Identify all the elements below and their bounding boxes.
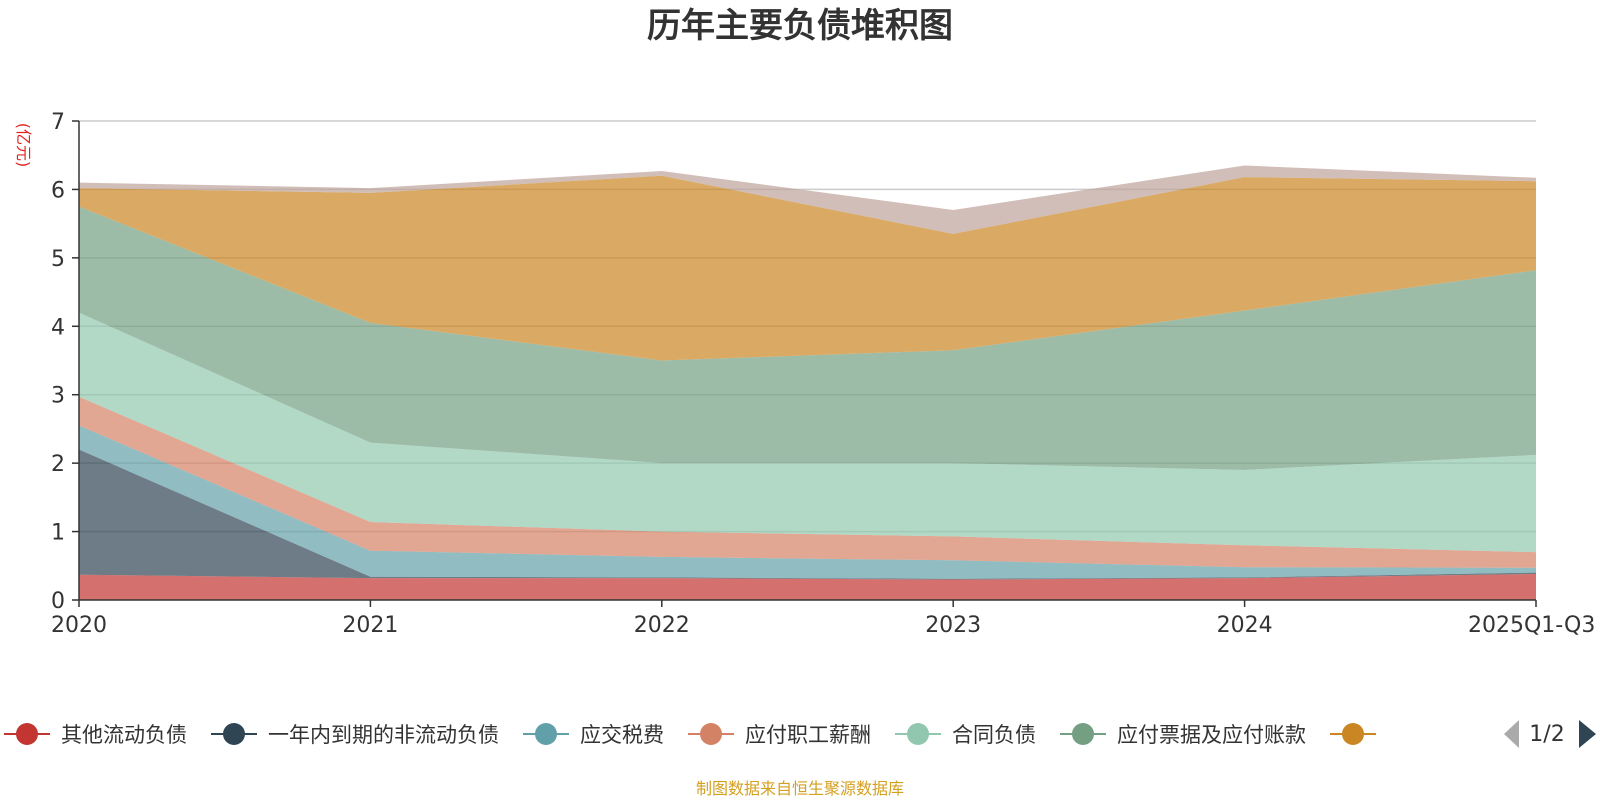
area-series-4 [79,396,1536,568]
x-tick-label: 2022 [634,613,690,638]
legend-label: 合同负债 [952,723,1036,747]
y-tick-label: 6 [51,178,65,203]
legend-label: 应交税费 [580,723,664,747]
pager-label: 1/2 [1529,722,1564,747]
area-series-7 [79,175,1536,361]
legend-marker [16,723,38,745]
x-tick-label: 2020 [51,613,107,638]
legend-item-4[interactable]: 应付职工薪酬 [688,723,871,747]
legend-label: 应付票据及应付账款 [1117,723,1306,747]
y-tick-label: 0 [51,589,65,614]
y-tick-label: 4 [51,315,65,340]
x-tick-label: 2025Q1-Q3 [1468,613,1595,638]
y-tick-label: 2 [51,452,65,477]
axes: 0 1 2 3 4 5 6 7 2020 2021 2022 2023 2024 2025Q1-Q3 [51,110,1595,638]
legend-label: 其他流动负债 [61,723,187,747]
pager-prev-icon[interactable] [1504,720,1519,748]
y-tick-label: 7 [51,110,65,135]
legend-marker [535,723,557,745]
legend-label: 应付职工薪酬 [745,723,871,747]
legend: 其他流动负债 一年内到期的非流动负债 应交税费 应付职工薪酬 合同负债 应付票据及应付账款 [4,723,1376,747]
legend-item-3[interactable]: 应交税费 [523,723,664,747]
legend-item-1[interactable]: 其他流动负债 [4,723,187,747]
y-tick-label: 5 [51,247,65,272]
legend-marker [1342,723,1364,745]
area-series-2 [79,449,1536,580]
legend-label: 一年内到期的非流动负债 [268,723,499,747]
area-series-1 [79,574,1536,600]
legend-item-7[interactable] [1330,723,1376,745]
y-axis-unit: (亿元) [14,123,33,168]
legend-item-5[interactable]: 合同负债 [895,723,1036,747]
y-tick-label: 3 [51,384,65,409]
x-tick-label: 2023 [925,613,981,638]
legend-marker [907,723,929,745]
legend-item-6[interactable]: 应付票据及应付账款 [1060,723,1306,747]
legend-marker [700,723,722,745]
area-series-5 [79,312,1536,553]
legend-item-2[interactable]: 一年内到期的非流动负债 [211,723,499,747]
area-series-6 [79,206,1536,470]
pager-next-icon[interactable] [1579,720,1596,748]
legend-marker [1072,723,1094,745]
chart-title: 历年主要负债堆积图 [647,6,953,46]
stacked-areas [79,165,1536,600]
y-tick-label: 1 [51,521,65,546]
area-series-8 [79,165,1536,234]
legend-marker [223,723,245,745]
legend-pager: 1/2 [1504,720,1596,748]
x-tick-label: 2024 [1217,613,1273,638]
x-tick-label: 2021 [342,613,398,638]
source-note: 制图数据来自恒生聚源数据库 [696,779,904,798]
